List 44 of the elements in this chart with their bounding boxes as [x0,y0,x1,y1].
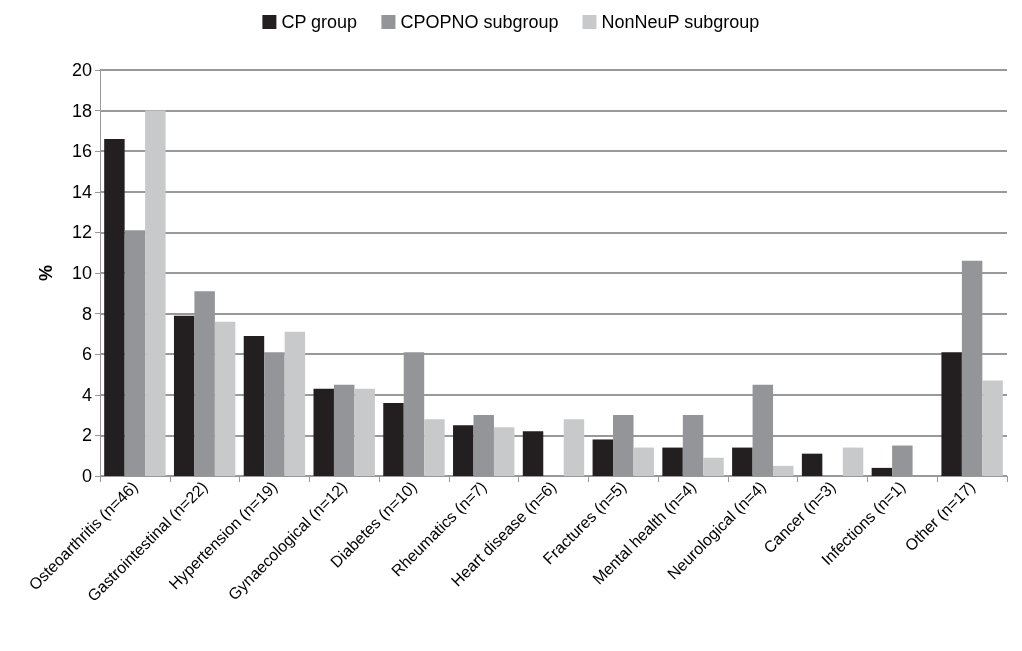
y-tick-label: 18 [71,100,92,121]
bar [982,380,1003,476]
bar [522,431,544,476]
bar [173,315,195,476]
bar [493,427,515,476]
y-tick-label: 14 [71,181,92,202]
y-tick-label: 16 [71,141,92,162]
bar [243,335,265,476]
bar [313,388,334,476]
y-axis-title: % [36,264,56,282]
bar [284,331,306,476]
bar [214,321,236,476]
y-tick-label: 0 [81,466,92,486]
bar [801,453,823,476]
bar [592,439,614,476]
bar [662,447,683,476]
y-tick-label: 6 [81,344,92,365]
legend-label: CP group [281,12,358,32]
y-tick-label: 2 [81,425,92,446]
bar [732,447,753,476]
bar [773,465,794,476]
bar [104,139,125,476]
bar [453,425,474,476]
bar [473,415,494,476]
bar [633,447,654,476]
bar [941,352,962,476]
bar [842,447,864,476]
bar [424,419,445,476]
bar [354,388,375,476]
y-tick-label: 12 [71,222,92,243]
y-tick-label: 8 [81,303,92,324]
bar [333,384,355,476]
bar [145,110,166,476]
bar [383,402,404,476]
bar [871,467,893,476]
y-tick-label: 10 [71,263,92,283]
bar [703,457,724,476]
legend-label: NonNeuP subgroup [601,12,760,32]
legend-label: CPOPNO subgroup [400,12,559,32]
y-tick-label: 4 [81,384,92,405]
bar [563,419,585,476]
bar [124,230,146,476]
y-tick-label: 20 [71,60,92,80]
bar [264,352,285,476]
